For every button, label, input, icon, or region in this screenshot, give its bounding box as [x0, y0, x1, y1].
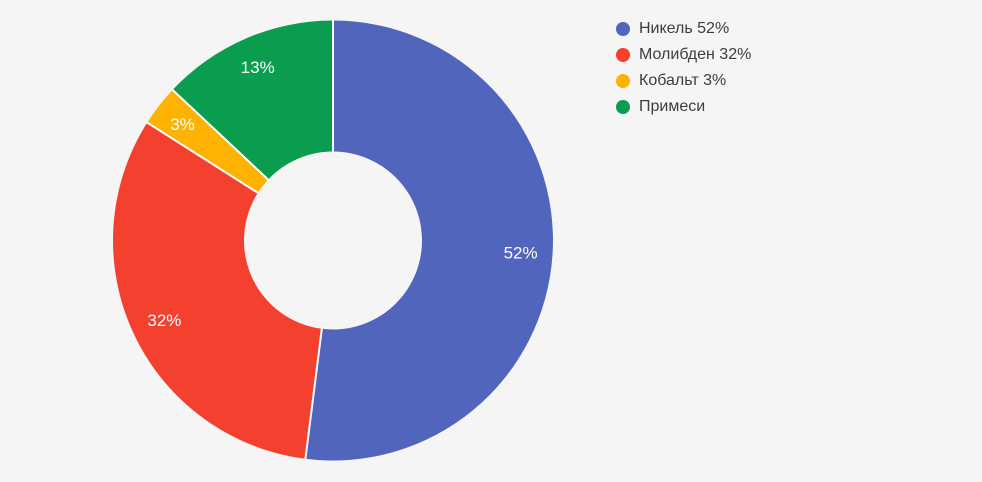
svg-text:3%: 3% — [170, 115, 195, 134]
svg-text:32%: 32% — [147, 311, 181, 330]
svg-text:52%: 52% — [504, 244, 538, 263]
svg-text:13%: 13% — [241, 58, 275, 77]
